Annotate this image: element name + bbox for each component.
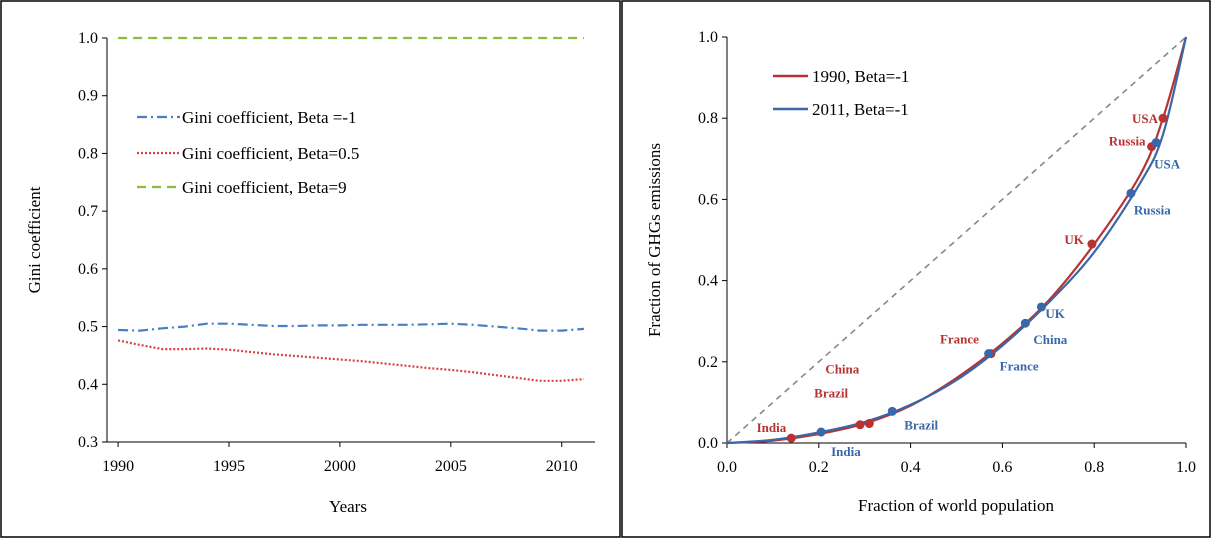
country-label: USA <box>1132 111 1159 126</box>
country-point <box>786 433 796 443</box>
country-label: Brazil <box>814 386 848 401</box>
lorenz-legend: 1990, Beta=-1 2011, Beta=-1 <box>773 67 909 119</box>
gini-series-line <box>118 322 584 332</box>
gini-y-tick-label: 0.5 <box>78 319 98 336</box>
country-point <box>816 427 826 437</box>
lorenz-x-axis-label: Fraction of world population <box>858 496 1054 515</box>
gini-y-tick-label: 0.3 <box>78 434 98 451</box>
country-point <box>1151 138 1161 148</box>
country-point <box>1087 239 1097 249</box>
country-label: Russia <box>1109 134 1146 149</box>
lorenz-x-tick-label: 0.4 <box>901 459 921 476</box>
lorenz-y-axis-label: Fraction of GHGs emissions <box>645 143 664 337</box>
lorenz-legend-label: 1990, Beta=-1 <box>812 67 909 86</box>
country-point <box>887 406 897 416</box>
gini-y-axis-label: Gini coefficient <box>25 186 44 293</box>
country-label: France <box>1000 359 1039 374</box>
country-label: France <box>940 332 979 347</box>
gini-x-tick-label: 2005 <box>435 458 467 475</box>
country-label: China <box>1033 332 1067 347</box>
gini-legend-label: Gini coefficient, Beta=9 <box>182 178 347 197</box>
lorenz-x-tick-label: 0.8 <box>1084 459 1104 476</box>
country-label: USA <box>1154 157 1181 172</box>
gini-legend: Gini coefficient, Beta =-1 Gini coefficie… <box>137 108 359 197</box>
gini-y-tick-label: 0.7 <box>78 203 98 220</box>
lorenz-y-tick-label: 0.2 <box>698 354 718 371</box>
lorenz-y-tick-label: 0.8 <box>698 110 718 127</box>
gini-chart: 0.3 0.4 0.5 0.6 0.7 0.8 0.9 1.0 1990 1995 2000 2005… <box>25 30 595 516</box>
lorenz-x-tick-label: 0.2 <box>809 459 829 476</box>
country-label: UK <box>1064 232 1084 247</box>
lorenz-series <box>726 36 1188 445</box>
country-label: Russia <box>1134 202 1171 217</box>
lorenz-legend-label: 2011, Beta=-1 <box>812 100 909 119</box>
country-label: China <box>825 362 859 377</box>
country-point <box>1126 188 1136 198</box>
country-point <box>1020 318 1030 328</box>
gini-axes: 0.3 0.4 0.5 0.6 0.7 0.8 0.9 1.0 1990 1995 2000 2005… <box>78 30 595 475</box>
gini-x-axis-label: Years <box>329 497 367 516</box>
gini-legend-label: Gini coefficient, Beta=0.5 <box>182 144 359 163</box>
country-label: UK <box>1045 306 1065 321</box>
gini-series-line <box>117 339 584 382</box>
lorenz-x-tick-label: 0.0 <box>717 459 737 476</box>
gini-y-tick-label: 0.6 <box>78 261 98 278</box>
gini-y-tick-label: 0.9 <box>78 88 98 105</box>
gini-series <box>117 36 584 382</box>
lorenz-chart: 0.0 0.2 0.4 0.6 0.8 1.0 0.0 0.2 0.4 0.6 0.8 1.0 Ind… <box>645 29 1196 515</box>
lorenz-x-tick-label: 1.0 <box>1176 459 1196 476</box>
left-panel-border <box>0 0 621 538</box>
gini-x-tick-label: 2010 <box>546 458 578 475</box>
lorenz-y-tick-label: 1.0 <box>698 29 718 46</box>
gini-x-tick-label: 1990 <box>102 458 134 475</box>
country-point <box>1158 113 1168 123</box>
lorenz-x-tick-label: 0.6 <box>992 459 1012 476</box>
right-panel-border <box>621 0 1211 538</box>
lorenz-axes: 0.0 0.2 0.4 0.6 0.8 1.0 0.0 0.2 0.4 0.6 0.8 1.0 <box>698 29 1196 476</box>
country-label: India <box>757 420 787 435</box>
lorenz-y-tick-label: 0.4 <box>698 273 718 290</box>
country-label: Brazil <box>904 417 938 432</box>
country-point <box>984 349 994 359</box>
lorenz-country-points: India Brazil China France UK Russia USA India Br… <box>757 111 1181 459</box>
gini-y-tick-label: 0.8 <box>78 145 98 162</box>
country-point <box>864 419 874 429</box>
country-label: India <box>831 444 861 459</box>
lorenz-y-tick-label: 0.6 <box>698 191 718 208</box>
country-point <box>1036 302 1046 312</box>
gini-y-tick-label: 1.0 <box>78 30 98 47</box>
gini-y-tick-label: 0.4 <box>78 376 98 393</box>
lorenz-y-tick-label: 0.0 <box>698 435 718 452</box>
equality-diagonal-line <box>726 36 1187 444</box>
gini-x-tick-label: 2000 <box>324 458 356 475</box>
gini-legend-label: Gini coefficient, Beta =-1 <box>182 108 357 127</box>
country-point <box>855 420 865 430</box>
gini-x-tick-label: 1995 <box>213 458 245 475</box>
